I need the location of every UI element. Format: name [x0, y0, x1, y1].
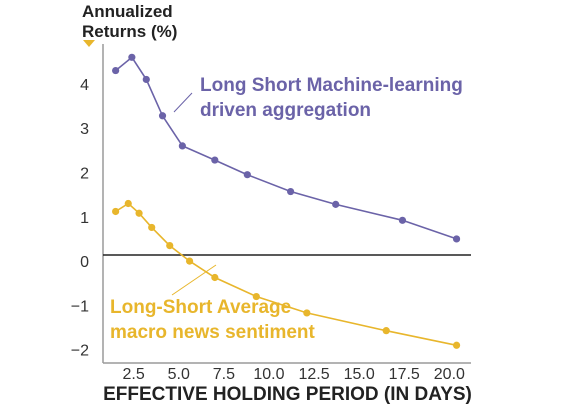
ml-data-point	[158, 112, 167, 120]
ml-annotation-leader	[173, 92, 193, 113]
macro-data-point	[148, 223, 156, 232]
ml-data-point	[128, 53, 136, 61]
x-tick-label: 10.0	[253, 366, 284, 383]
ml-data-point	[452, 235, 461, 243]
macro-data-point	[452, 341, 461, 349]
ml-data-point	[398, 216, 407, 224]
macro-data-point	[252, 292, 260, 301]
macro-data-point	[112, 207, 120, 216]
macro-data-point	[303, 309, 311, 317]
macro-annotation-leader	[171, 264, 217, 296]
ml-series-label-line1: Long Short Machine-learning	[200, 75, 463, 96]
x-tick-label: 15.0	[344, 366, 375, 383]
x-tick-label: 7.5	[213, 366, 235, 383]
x-tick-label: 12.5	[298, 366, 329, 383]
macro-data-point	[166, 241, 174, 250]
ml-series-label-line2: driven aggregation	[200, 100, 371, 121]
x-tick-labels: 2.5 5.0 7.5 10.0 12.5 15.0 17.5 20.0	[123, 366, 465, 383]
ml-data-point	[287, 187, 295, 196]
series-layer	[112, 53, 461, 349]
y-tick-label: −2	[71, 343, 89, 360]
ml-data-point	[112, 66, 120, 75]
y-axis-label-line2: Returns (%)	[82, 22, 178, 41]
y-tick-label: 4	[80, 77, 89, 94]
y-axis-label-line1: Annualized	[82, 2, 173, 21]
macro-data-point	[185, 257, 194, 265]
x-tick-label: 5.0	[168, 366, 190, 383]
ml-data-point	[332, 200, 340, 208]
ml-data-point	[142, 75, 150, 84]
macro-data-point	[135, 209, 143, 217]
ml-data-point	[178, 142, 186, 150]
x-tick-label: 17.5	[389, 366, 420, 383]
x-axis-label: EFFECTIVE HOLDING PERIOD (IN DAYS)	[103, 384, 472, 405]
y-tick-label: 0	[80, 254, 89, 271]
y-tick-label: 1	[80, 210, 89, 227]
y-axis-arrow-marker	[83, 40, 95, 47]
ml-data-point	[211, 156, 219, 164]
y-tick-label: −1	[71, 298, 89, 315]
y-tick-labels: 4 3 2 1 0 −1 −2	[71, 77, 89, 360]
ml-data-point	[243, 171, 251, 179]
macro-data-point	[211, 273, 219, 282]
x-tick-label: 2.5	[123, 366, 145, 383]
macro-series-label-line1: Long-Short Average	[110, 297, 291, 318]
macro-series-label-line2: macro news sentiment	[110, 322, 316, 343]
macro-data-point	[382, 327, 390, 335]
y-tick-label: 3	[80, 121, 89, 138]
y-tick-label: 2	[80, 165, 89, 182]
x-tick-label: 20.0	[434, 366, 465, 383]
macro-data-point	[124, 199, 132, 208]
